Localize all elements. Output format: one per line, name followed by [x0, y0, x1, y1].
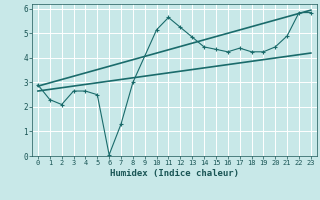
- X-axis label: Humidex (Indice chaleur): Humidex (Indice chaleur): [110, 169, 239, 178]
